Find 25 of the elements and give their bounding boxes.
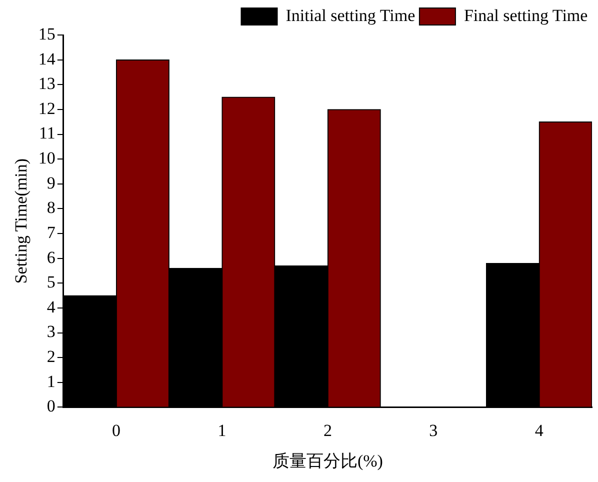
y-tick-label: 14 xyxy=(38,49,56,68)
y-tick-label: 6 xyxy=(46,248,56,267)
x-tick-label: 1 xyxy=(218,420,226,440)
y-tick-label: 12 xyxy=(38,98,56,118)
x-tick-label: 2 xyxy=(323,420,332,440)
x-tick-label: 0 xyxy=(112,420,121,440)
x-tick-label: 3 xyxy=(429,420,438,440)
y-tick-label: 8 xyxy=(46,198,56,218)
y-tick-label: 2 xyxy=(46,347,56,366)
y-axis-title: Setting Time(min) xyxy=(12,158,31,284)
y-tick-label: 9 xyxy=(46,173,56,192)
y-tick-label: 11 xyxy=(39,124,56,143)
y-tick-label: 1 xyxy=(46,372,56,391)
y-tick-label: 0 xyxy=(46,396,56,416)
x-axis-title: 质量百分比(%) xyxy=(272,451,383,470)
y-tick-label: 7 xyxy=(46,222,56,242)
legend-label: Final setting Time xyxy=(464,6,588,25)
y-tick-label: 13 xyxy=(38,74,56,94)
x-tick-label: 4 xyxy=(534,420,544,440)
y-tick-label: 5 xyxy=(46,272,56,292)
y-tick-label: 10 xyxy=(38,148,56,168)
legend-label: Initial setting Time xyxy=(286,6,416,25)
y-tick-label: 15 xyxy=(38,24,56,44)
y-tick-label: 3 xyxy=(46,322,56,342)
y-tick-label: 4 xyxy=(46,297,56,316)
